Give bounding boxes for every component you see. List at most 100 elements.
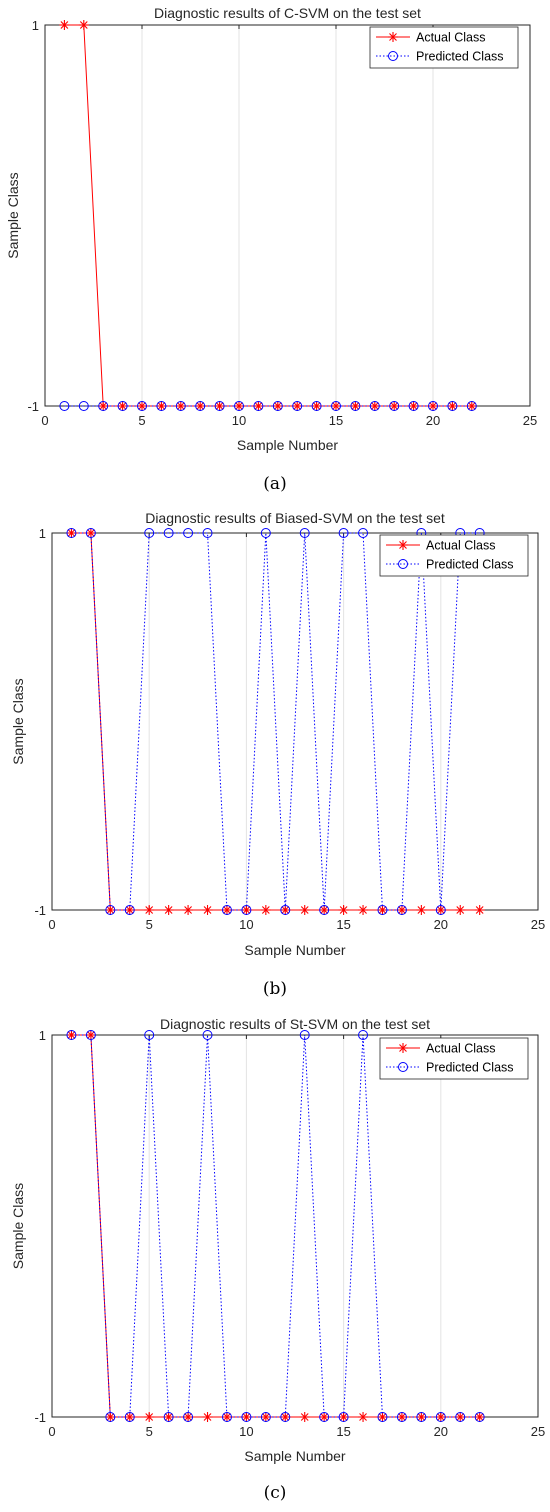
predicted-point-a-22 xyxy=(466,401,477,411)
predicted-point-c-1 xyxy=(66,1030,77,1040)
actual-point-c-11 xyxy=(260,1412,271,1422)
legend-box-a xyxy=(369,26,519,69)
x-axis-label-a: Sample Number xyxy=(237,437,338,453)
predicted-point-a-20 xyxy=(428,401,438,411)
predicted-class-line-b xyxy=(71,532,480,911)
predicted-point-a-5 xyxy=(137,401,147,411)
predicted-point-a-9 xyxy=(214,401,225,411)
x-tick-label-10: 10 xyxy=(232,413,246,428)
chart-title-b: Diagnostic results of Biased-SVM on the … xyxy=(145,510,445,526)
plot-area-b xyxy=(51,532,539,911)
actual-point-b-13 xyxy=(299,905,310,915)
actual-point-c-2 xyxy=(85,1030,96,1040)
actual-point-b-6 xyxy=(163,905,174,915)
predicted-point-b-16 xyxy=(358,528,369,538)
legend-label-actual: Actual Class xyxy=(426,539,495,553)
actual-point-c-14 xyxy=(319,1412,330,1422)
predicted-point-b-2 xyxy=(85,528,96,538)
legend-marker-circle xyxy=(398,1062,408,1072)
predicted-point-c-17 xyxy=(377,1412,388,1422)
x-tick-label-25: 25 xyxy=(531,1424,545,1439)
y-tick-label--1: -1 xyxy=(27,399,39,414)
predicted-point-b-15 xyxy=(338,528,349,538)
predicted-point-b-4 xyxy=(124,905,135,915)
actual-point-c-1 xyxy=(66,1030,77,1040)
predicted-point-c-13 xyxy=(299,1030,310,1040)
actual-point-c-13 xyxy=(299,1412,310,1422)
chart-panel-b: 0 5 10 15 20 25 -1 1 Diagnostic results of Biase… xyxy=(0,505,550,1010)
legend-a: Actual Class Predicted Class xyxy=(369,26,519,69)
predicted-point-c-7 xyxy=(183,1412,194,1422)
actual-point-b-7 xyxy=(183,905,194,915)
predicted-point-c-10 xyxy=(241,1412,252,1422)
predicted-point-a-19 xyxy=(408,401,419,411)
actual-class-line-c xyxy=(71,1034,480,1418)
actual-point-b-3 xyxy=(105,905,116,915)
actual-point-c-20 xyxy=(435,1412,446,1422)
legend-marker-circle xyxy=(388,51,398,61)
predicted-point-a-13 xyxy=(292,401,303,411)
predicted-point-c-22 xyxy=(474,1412,485,1422)
actual-point-c-8 xyxy=(202,1412,213,1422)
predicted-point-b-10 xyxy=(241,905,252,915)
actual-point-a-16 xyxy=(350,401,361,411)
x-tick-label-20: 20 xyxy=(426,413,440,428)
predicted-point-a-17 xyxy=(369,401,380,411)
actual-point-a-11 xyxy=(253,401,264,411)
predicted-point-a-3 xyxy=(98,401,109,411)
predicted-point-a-15 xyxy=(331,401,341,411)
predicted-point-b-9 xyxy=(221,905,232,915)
caption-b: (b) xyxy=(262,979,288,999)
actual-point-b-9 xyxy=(221,905,232,915)
legend-c: Actual Class Predicted Class xyxy=(379,1037,529,1080)
y-tick-label-1: 1 xyxy=(39,526,46,541)
predicted-point-b-1 xyxy=(66,528,77,538)
actual-point-b-11 xyxy=(260,905,271,915)
predicted-point-b-18 xyxy=(396,905,407,915)
actual-point-a-12 xyxy=(272,401,283,411)
predicted-point-c-6 xyxy=(163,1412,174,1422)
actual-point-c-6 xyxy=(163,1412,174,1422)
predicted-point-c-19 xyxy=(416,1412,427,1422)
predicted-point-a-10 xyxy=(234,401,244,411)
predicted-point-c-12 xyxy=(280,1412,291,1422)
x-tick-label-10: 10 xyxy=(239,917,253,932)
actual-point-c-17 xyxy=(377,1412,388,1422)
actual-point-b-18 xyxy=(396,905,407,915)
actual-point-a-13 xyxy=(292,401,303,411)
legend-box-c xyxy=(379,1037,529,1080)
predicted-point-c-21 xyxy=(455,1412,466,1422)
actual-point-b-12 xyxy=(280,905,291,915)
actual-point-a-14 xyxy=(311,401,322,411)
predicted-point-c-11 xyxy=(260,1412,271,1422)
predicted-point-c-18 xyxy=(396,1412,407,1422)
actual-point-a-22 xyxy=(466,401,477,411)
actual-point-a-7 xyxy=(175,401,186,411)
actual-point-b-20 xyxy=(435,905,446,915)
actual-point-a-2 xyxy=(78,20,89,30)
predicted-point-b-13 xyxy=(299,528,310,538)
actual-point-b-17 xyxy=(377,905,388,915)
predicted-point-b-8 xyxy=(202,528,213,538)
actual-point-c-16 xyxy=(358,1412,369,1422)
predicted-point-b-3 xyxy=(105,905,116,915)
legend-marker-circle xyxy=(398,559,408,569)
actual-point-c-18 xyxy=(396,1412,407,1422)
actual-point-b-10 xyxy=(241,905,252,915)
chart-panel-a: 0 5 10 15 20 25 -1 1 Diagnostic results of C-SVM… xyxy=(0,0,550,500)
predicted-point-b-5 xyxy=(144,528,155,538)
y-tick-label-1: 1 xyxy=(39,1028,46,1043)
predicted-point-a-11 xyxy=(253,401,264,411)
actual-point-a-19 xyxy=(408,401,419,411)
actual-point-a-20 xyxy=(428,401,438,411)
actual-point-a-4 xyxy=(117,401,128,411)
predicted-class-line-c xyxy=(71,1034,480,1418)
legend-label-actual: Actual Class xyxy=(426,1042,495,1056)
x-tick-label-10: 10 xyxy=(239,1424,253,1439)
x-tick-label-0: 0 xyxy=(48,917,55,932)
predicted-point-c-2 xyxy=(85,1030,96,1040)
actual-point-a-5 xyxy=(137,401,147,411)
predicted-point-c-15 xyxy=(338,1412,349,1422)
actual-point-c-15 xyxy=(338,1412,349,1422)
predicted-point-c-3 xyxy=(105,1412,116,1422)
